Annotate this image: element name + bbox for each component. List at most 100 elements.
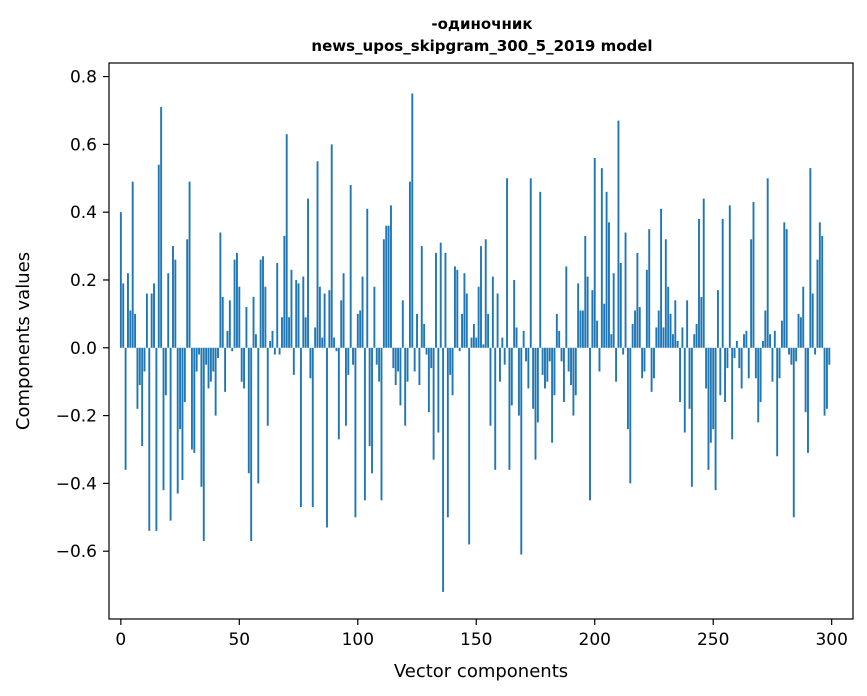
bar: [551, 347, 554, 443]
bar: [707, 347, 710, 470]
bar: [738, 347, 741, 369]
bar: [716, 290, 719, 348]
bar: [172, 246, 174, 348]
bar: [544, 347, 546, 389]
x-axis-label: Vector components: [394, 661, 568, 682]
bar: [406, 347, 409, 382]
bar: [631, 324, 634, 348]
bar: [705, 347, 708, 389]
bar: [745, 330, 748, 348]
bar: [731, 347, 734, 440]
bar: [475, 337, 478, 348]
bar: [513, 279, 516, 348]
bar: [174, 259, 177, 348]
bar: [565, 266, 568, 348]
bar: [581, 310, 584, 348]
bar: [344, 347, 347, 426]
bar: [598, 347, 601, 372]
bar: [724, 347, 726, 403]
bar: [311, 347, 314, 508]
bar: [129, 310, 132, 348]
bar: [349, 185, 352, 348]
bar: [413, 347, 416, 372]
bar: [636, 252, 639, 348]
y-tick-label: −0.6: [56, 542, 97, 562]
bar: [465, 293, 468, 348]
bar: [629, 347, 632, 484]
bar: [608, 222, 610, 348]
bar: [427, 347, 430, 413]
bar: [408, 181, 411, 348]
y-tick-label: 0.8: [70, 68, 97, 88]
bar: [560, 347, 563, 362]
bar: [702, 198, 705, 348]
bar: [136, 347, 139, 409]
bar: [141, 347, 144, 447]
bar: [276, 263, 279, 348]
bar: [771, 347, 774, 382]
bar: [269, 341, 272, 348]
bar: [371, 347, 373, 474]
y-axis-ticks: −0.6 −0.4 −0.2 0.0 0.2 0.4 0.6 0.8: [56, 68, 109, 562]
bar: [463, 273, 466, 348]
bar: [667, 286, 670, 348]
bar: [740, 347, 743, 389]
bar: [655, 327, 658, 348]
bar: [330, 144, 333, 348]
bar: [527, 347, 530, 389]
bar: [212, 347, 215, 372]
bar: [361, 276, 364, 348]
bar: [200, 347, 203, 487]
bar: [281, 317, 283, 348]
bar: [425, 347, 428, 355]
bar: [681, 327, 684, 348]
bar: [411, 93, 414, 348]
bar: [480, 246, 482, 348]
bar: [541, 347, 544, 375]
bar: [430, 347, 433, 369]
y-tick-label: 0.2: [70, 271, 97, 291]
bar: [373, 286, 376, 348]
bar: [207, 347, 210, 389]
bar: [814, 347, 817, 355]
bar: [695, 324, 698, 348]
bar: [240, 347, 243, 382]
bar: [788, 347, 790, 355]
bar: [470, 337, 473, 348]
bar: [802, 286, 805, 348]
bar: [752, 202, 755, 348]
bar: [698, 218, 700, 348]
bar: [579, 310, 582, 348]
bar: [593, 157, 596, 348]
bar: [686, 300, 689, 348]
bar: [714, 347, 717, 491]
bar: [754, 347, 757, 379]
bar: [437, 347, 440, 433]
bar: [671, 334, 674, 348]
bar: [520, 347, 523, 555]
bar: [134, 313, 137, 348]
bar: [385, 225, 388, 348]
bar: [193, 347, 196, 453]
bar: [553, 347, 556, 396]
bar: [318, 286, 321, 348]
bar: [257, 347, 260, 484]
bar: [503, 347, 506, 365]
bar: [589, 347, 591, 501]
bar: [228, 300, 231, 348]
bar: [449, 347, 452, 375]
bar: [792, 347, 795, 518]
bar: [420, 246, 423, 348]
bar: [288, 317, 291, 348]
bar: [190, 347, 193, 450]
bar: [615, 347, 618, 382]
bar: [259, 259, 262, 348]
bar: [572, 347, 575, 416]
bar: [418, 347, 421, 386]
bar: [536, 347, 539, 423]
bar: [823, 347, 826, 416]
x-axis-ticks: 0 50 100 150 200 250 300: [115, 619, 848, 650]
bar: [404, 347, 407, 426]
bar: [757, 347, 760, 423]
bar: [510, 347, 513, 406]
